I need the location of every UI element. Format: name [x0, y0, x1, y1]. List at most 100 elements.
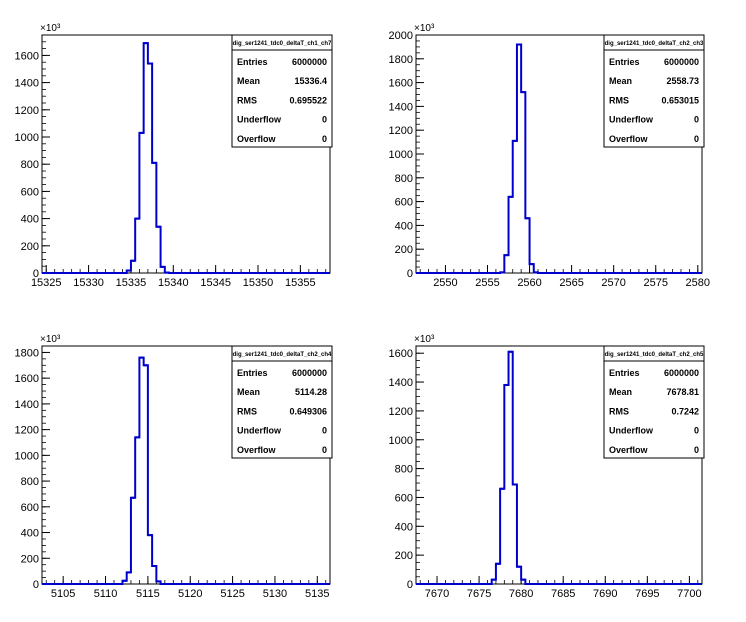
x-tick-label: 2575: [643, 277, 667, 289]
y-multiplier-label: ×10³: [414, 23, 435, 34]
x-tick-label: 5130: [263, 588, 287, 600]
x-tick-label: 2565: [559, 277, 583, 289]
y-tick-label: 600: [21, 186, 39, 198]
stats-value: 0.649306: [289, 406, 327, 416]
stats-value: 6000000: [664, 368, 699, 378]
stats-label: Underflow: [237, 115, 282, 125]
x-tick-label: 5115: [136, 588, 160, 600]
y-tick-label: 0: [407, 268, 413, 280]
x-tick-label: 7700: [677, 588, 701, 600]
y-tick-label: 1400: [15, 78, 39, 90]
y-tick-label: 1600: [389, 348, 413, 360]
x-tick-label: 5120: [178, 588, 202, 600]
x-tick-label: 7685: [551, 588, 575, 600]
y-tick-label: 200: [21, 241, 39, 253]
y-tick-label: 800: [395, 464, 413, 476]
histogram-panel-2: 0 200 400 600 800 1000 1200 1400 1600 1800 2000 255…: [389, 23, 711, 289]
y-tick-label: 400: [21, 528, 39, 540]
y-tick-label: 0: [407, 579, 413, 591]
stats-value: 0: [322, 426, 327, 436]
stats-label: Underflow: [609, 426, 654, 436]
y-tick-label: 600: [395, 197, 413, 209]
stats-label: RMS: [237, 95, 257, 105]
stats-value: 0: [694, 445, 699, 455]
stats-label: Mean: [237, 76, 260, 86]
y-tick-label: 1600: [389, 78, 413, 90]
x-tick-label: 2560: [517, 277, 541, 289]
y-tick-label: 1200: [389, 406, 413, 418]
stats-label: Mean: [237, 387, 260, 397]
y-tick-label: 1200: [15, 105, 39, 117]
stats-value: 5114.28: [295, 387, 327, 397]
stats-value: 2558.73: [666, 76, 699, 86]
stats-box: [231, 345, 333, 459]
x-tick-label: 5135: [305, 588, 329, 600]
x-tick-label: 7680: [509, 588, 533, 600]
x-tick-label: 2555: [475, 277, 499, 289]
y-tick-label: 200: [21, 553, 39, 565]
y-multiplier-label: ×10³: [414, 334, 435, 345]
stats-value: 6000000: [664, 57, 699, 67]
x-tick-label: 15355: [285, 277, 316, 289]
stats-label: Overflow: [609, 134, 649, 144]
stats-box-title: dig_ser1241_tdc0_deltaT_ch2_ch3: [605, 41, 704, 47]
stats-label: Mean: [609, 76, 632, 86]
x-tick-label: 7695: [635, 588, 659, 600]
histogram-panel-4: 0 200 400 600 800 1000 1200 1400 1600 7670 7675 768…: [389, 334, 705, 600]
y-tick-label: 800: [21, 476, 39, 488]
stats-value: 0: [694, 426, 699, 436]
y-multiplier-label: ×10³: [40, 23, 61, 34]
y-tick-label: 400: [395, 220, 413, 232]
stats-label: RMS: [609, 406, 629, 416]
stats-value: 0.695522: [289, 95, 327, 105]
y-tick-label: 1000: [15, 132, 39, 144]
stats-value: 0: [322, 445, 327, 455]
y-tick-label: 1400: [15, 399, 39, 411]
stats-value: 7678.81: [666, 387, 699, 397]
x-tick-label: 2570: [601, 277, 625, 289]
stats-label: Entries: [609, 57, 640, 67]
x-tick-label: 15330: [73, 277, 104, 289]
stats-value: 6000000: [292, 368, 327, 378]
stats-value: 0: [694, 134, 699, 144]
y-tick-label: 800: [21, 159, 39, 171]
y-tick-label: 1400: [389, 101, 413, 113]
stats-value: 6000000: [292, 57, 327, 67]
x-tick-label: 2550: [433, 277, 457, 289]
x-tick-label: 15335: [116, 277, 147, 289]
stats-value: 0: [322, 134, 327, 144]
x-tick-label: 5105: [51, 588, 75, 600]
stats-label: Entries: [237, 368, 268, 378]
y-tick-label: 1600: [15, 373, 39, 385]
stats-value: 15336.4: [294, 76, 327, 86]
y-tick-label: 400: [395, 521, 413, 533]
stats-value: 0: [694, 115, 699, 125]
x-tick-label: 7675: [467, 588, 491, 600]
x-tick-label: 2580: [686, 277, 710, 289]
stats-box-title: dig_ser1241_tdc0_deltaT_ch1_ch7: [233, 41, 332, 47]
x-tick-label: 7670: [425, 588, 449, 600]
y-tick-label: 200: [395, 550, 413, 562]
stats-box: [603, 34, 705, 148]
y-tick-label: 0: [33, 268, 39, 280]
stats-label: Overflow: [237, 445, 277, 455]
y-tick-label: 1000: [389, 435, 413, 447]
x-tick-label: 15345: [200, 277, 231, 289]
stats-label: Overflow: [237, 134, 277, 144]
y-multiplier-label: ×10³: [40, 334, 61, 345]
x-tick-label: 7690: [593, 588, 617, 600]
y-tick-label: 1800: [15, 347, 39, 359]
y-tick-label: 1200: [15, 425, 39, 437]
y-tick-label: 1400: [389, 377, 413, 389]
stats-value: 0: [322, 115, 327, 125]
stats-label: Entries: [609, 368, 640, 378]
y-tick-label: 400: [21, 214, 39, 226]
stats-box: [231, 34, 333, 148]
stats-label: Mean: [609, 387, 632, 397]
x-tick-label: 5110: [94, 588, 118, 600]
y-tick-label: 200: [395, 244, 413, 256]
histogram-series-line: [416, 350, 702, 585]
y-tick-label: 1000: [15, 450, 39, 462]
y-tick-label: 2000: [389, 30, 413, 42]
stats-label: RMS: [237, 406, 257, 416]
